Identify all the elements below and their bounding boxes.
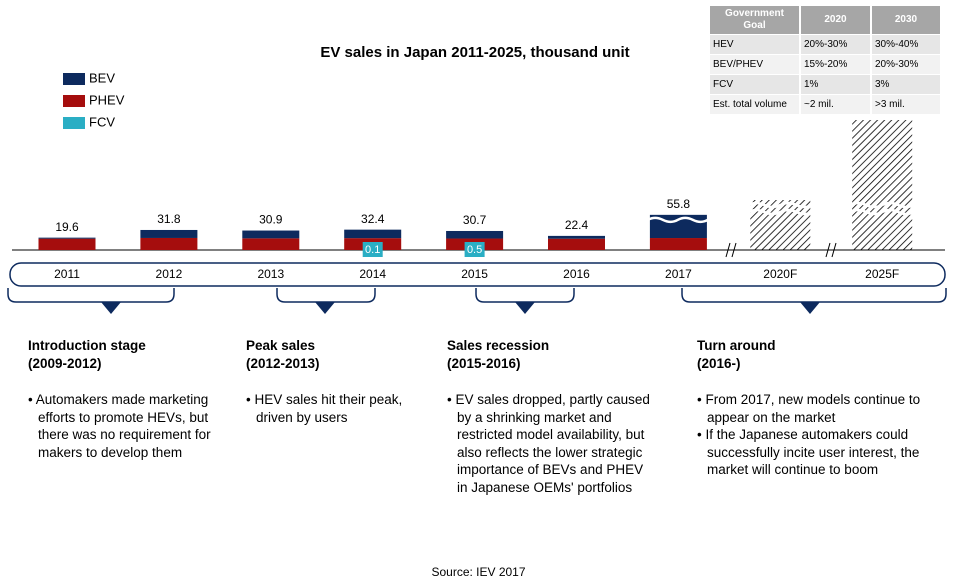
bullet: HEV sales hit their peak, driven by user… (246, 391, 431, 426)
bar-break (849, 201, 915, 209)
stage-title: Peak sales (246, 338, 316, 353)
stage: Turn around (2016-) From 2017, new models … (697, 337, 932, 479)
bar-segment (140, 237, 198, 250)
table-header-cell: 2020 (800, 6, 872, 35)
stage: Sales recession (2015-2016) EV sales dropp… (447, 337, 657, 496)
x-tick-label: 2011 (54, 267, 80, 281)
stage: Peak sales (2012-2013) HEV sales hit their… (246, 337, 431, 426)
stage-period: (2016-) (697, 356, 741, 371)
table-cell: 20%-30% (871, 54, 942, 75)
table-row: Est. total volume ~2 mil. >3 mil. (710, 94, 942, 114)
table-cell: FCV (710, 74, 801, 95)
table-cell: 1% (800, 74, 872, 95)
x-tick-label: 2014 (359, 267, 386, 281)
stage-period: (2009-2012) (28, 356, 102, 371)
fcv-marker (362, 242, 383, 257)
legend-label: BEV (89, 70, 115, 85)
table-cell: Est. total volume (710, 94, 801, 114)
bar-segment (446, 230, 504, 239)
legend-swatch (63, 73, 85, 85)
total-label: 32.4 (361, 212, 385, 226)
table-cell: >3 mil. (871, 94, 942, 114)
table-cell: HEV (710, 34, 801, 55)
source: Source: IEV 2017 (431, 565, 526, 579)
stage-title: Sales recession (447, 338, 550, 353)
x-tick-label: 2016 (563, 267, 590, 281)
stage-period: (2015-2016) (447, 356, 521, 371)
forecast-bar (852, 120, 913, 250)
x-tick-label: 2025F (865, 267, 899, 281)
table-cell: ~2 mil. (800, 94, 872, 114)
total-label: 55.8 (667, 197, 691, 211)
table-row: HEV 20%-30% 30%-40% (710, 34, 942, 55)
table-cell: 20%-30% (800, 34, 872, 55)
x-tick-label: 2020F (763, 267, 797, 281)
table-cell: BEV/PHEV (710, 54, 801, 75)
bullet: EV sales dropped, partly caused by a shr… (447, 391, 657, 496)
table-row: FCV 1% 3% (710, 74, 942, 95)
bullet: Automakers made marketing efforts to pro… (28, 391, 233, 461)
fcv-marker (464, 242, 485, 257)
bullet: From 2017, new models continue to appear… (697, 391, 932, 426)
table-header-cell: Government Goal (710, 6, 801, 35)
bullet-list: Automakers made marketing efforts to pro… (28, 391, 233, 461)
table-cell: 15%-20% (800, 54, 872, 75)
table-cell: 30%-40% (871, 34, 942, 55)
bar-segment (242, 230, 300, 239)
total-label: 19.6 (55, 220, 79, 234)
stage-pointers (101, 302, 820, 314)
stage-period: (2012-2013) (246, 356, 320, 371)
bar-break (747, 201, 813, 209)
bullet: If the Japanese automakers could success… (697, 426, 932, 479)
fcv-label: 0.5 (467, 244, 482, 256)
forecast-bar (750, 200, 811, 250)
bar-segment (548, 238, 605, 250)
stage: Introduction stage (2009-2012) Automakers … (28, 337, 233, 461)
bar-segment (242, 238, 300, 250)
bar-segment (140, 229, 198, 238)
legend-label: PHEV (89, 92, 125, 107)
table-header-row: Government Goal 2020 2030 (710, 6, 942, 35)
bar-segment (649, 238, 707, 250)
total-label: 30.7 (463, 213, 487, 227)
goal-table: Government Goal 2020 2030 HEV 20%-30% 30%-40%… (710, 6, 942, 114)
bar-segment (548, 235, 605, 239)
legend-swatch (63, 117, 85, 129)
table-cell: 3% (871, 74, 942, 95)
stage-brackets (7, 288, 947, 303)
fcv-label: 0.1 (365, 244, 380, 256)
x-tick-label: 2017 (665, 267, 692, 281)
stage-title: Introduction stage (28, 338, 146, 353)
total-label: 31.8 (157, 212, 181, 226)
x-tick-label: 2015 (461, 267, 488, 281)
legend-label: FCV (89, 114, 115, 129)
bar-break (747, 208, 813, 216)
legend-swatch (63, 95, 85, 107)
bullet-list: HEV sales hit their peak, driven by user… (246, 391, 431, 426)
total-label: 22.4 (565, 218, 589, 232)
bullet-list: From 2017, new models continue to appear… (697, 391, 932, 479)
x-tick-label: 2012 (156, 267, 183, 281)
chart-title: EV sales in Japan 2011-2025, thousand un… (320, 44, 629, 61)
bar-segment (38, 237, 96, 239)
table-header-cell: 2030 (871, 6, 942, 35)
axis-breaks (725, 242, 837, 258)
table-row: BEV/PHEV 15%-20% 20%-30% (710, 54, 942, 75)
stage-title: Turn around (697, 338, 776, 353)
timeline (9, 262, 946, 287)
chart: EV sales in Japan 2011-2025, thousand un… (7, 44, 947, 314)
bar-break (647, 216, 709, 224)
x-tick-label: 2013 (257, 267, 284, 281)
total-label: 30.9 (259, 213, 283, 227)
bar-segment (344, 229, 402, 239)
bullet-list: EV sales dropped, partly caused by a shr… (447, 391, 657, 496)
bar-break (849, 208, 915, 216)
bar-segment (38, 238, 96, 250)
